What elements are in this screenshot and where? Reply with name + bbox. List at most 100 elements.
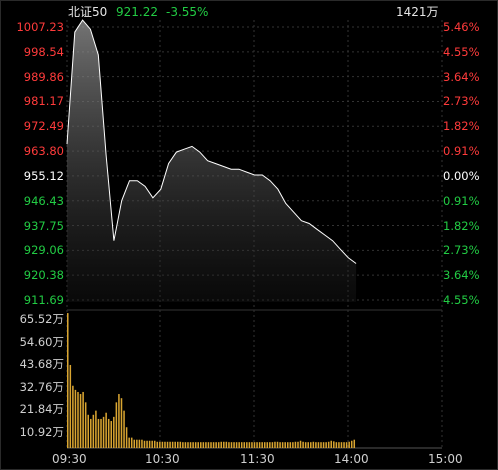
index-name: 北证50 <box>68 5 108 19</box>
volume-bar <box>310 442 312 448</box>
volume-bar <box>284 442 286 448</box>
price-label: 972.49 <box>23 119 64 134</box>
current-price: 921.22 <box>116 5 158 19</box>
percent-label: 2.73% <box>443 94 480 109</box>
volume-bar <box>97 418 100 448</box>
volume-bar <box>77 391 79 448</box>
volume-bar <box>79 394 82 448</box>
volume-bar <box>253 442 256 448</box>
volume-bar <box>235 442 238 448</box>
volume-bars <box>67 313 356 448</box>
volume-bar <box>136 439 138 448</box>
volume-bar <box>90 418 92 448</box>
volume-bar <box>256 442 258 448</box>
volume-bar <box>67 313 69 448</box>
price-label: 946.43 <box>23 193 64 208</box>
volume-bar <box>171 441 174 448</box>
volume-bar <box>187 442 189 448</box>
volume-bar <box>212 442 215 448</box>
volume-bar <box>174 441 176 448</box>
volume-bar <box>130 437 133 448</box>
volume-bar <box>266 442 269 448</box>
volume-bar <box>128 437 130 448</box>
volume-bar <box>350 440 353 448</box>
volume-bar <box>304 442 307 448</box>
volume-bar <box>248 442 251 448</box>
volume-bar <box>238 442 240 448</box>
volume-bar <box>177 441 179 448</box>
time-label: 15:00 <box>428 452 463 466</box>
volume-bar <box>289 442 292 448</box>
volume-bar <box>115 402 118 448</box>
percent-label: 3.64% <box>443 69 480 84</box>
volume-bar <box>166 441 169 448</box>
volume-bar <box>325 442 327 448</box>
volume-bar <box>315 442 317 448</box>
percent-label: 2.73% <box>443 243 480 258</box>
volume-bar <box>143 440 146 448</box>
percent-label: 1.82% <box>443 218 480 233</box>
volume-bar <box>276 441 279 448</box>
percent-label: 1.82% <box>443 119 480 134</box>
volume-bar <box>69 364 72 448</box>
volume-bar <box>343 442 345 448</box>
volume-bar <box>279 442 281 448</box>
price-line <box>66 19 357 264</box>
volume-bar <box>327 441 330 448</box>
price-label: 920.38 <box>23 268 64 283</box>
volume-bar <box>307 442 309 448</box>
volume-bar <box>333 441 335 448</box>
volume-bar <box>194 442 197 448</box>
volume-bar <box>345 442 348 448</box>
volume-bar <box>207 442 210 448</box>
change-percent: -3.55% <box>166 5 209 19</box>
percent-label: 0.91% <box>443 193 480 208</box>
price-label: 937.75 <box>23 218 64 233</box>
volume-bar <box>230 442 233 448</box>
volume-bar <box>95 410 97 448</box>
volume-bar <box>82 391 84 448</box>
percent-label: 4.55% <box>443 293 480 307</box>
volume-bar <box>102 416 105 448</box>
volume-total: 1421万 <box>396 5 439 19</box>
volume-bar <box>138 439 141 448</box>
volume-bar <box>269 442 271 448</box>
volume-bar <box>320 442 322 448</box>
volume-bar <box>148 440 151 448</box>
volume-bar <box>100 418 102 448</box>
price-label: 989.86 <box>23 69 64 84</box>
volume-bar <box>210 442 212 448</box>
volume-label: 43.68万 <box>19 357 64 372</box>
volume-bar <box>215 442 217 448</box>
volume-bar <box>105 412 107 448</box>
volume-bar <box>225 441 228 448</box>
volume-bar <box>151 440 153 448</box>
volume-bar <box>348 441 350 448</box>
volume-bar <box>179 441 182 448</box>
volume-bar <box>92 414 95 448</box>
price-label: 981.17 <box>23 94 64 109</box>
volume-bar <box>164 441 166 448</box>
volume-bar <box>353 439 356 448</box>
volume-bar <box>161 441 164 448</box>
volume-bar <box>184 442 187 448</box>
volume-bar <box>169 441 171 448</box>
volume-bar <box>223 441 225 448</box>
volume-bar <box>243 442 246 448</box>
volume-bar <box>107 418 110 448</box>
time-label: 14:00 <box>334 452 369 466</box>
percent-label: 3.64% <box>443 268 480 283</box>
volume-label: 32.76万 <box>19 379 64 394</box>
volume-bar <box>286 442 289 448</box>
volume-bar <box>72 385 74 448</box>
volume-bar <box>317 442 320 448</box>
percent-label: 0.00% <box>443 168 480 183</box>
volume-bar <box>182 442 184 448</box>
price-label: 929.06 <box>23 243 64 258</box>
volume-bar <box>294 441 297 448</box>
volume-bar <box>87 414 89 448</box>
volume-bar <box>110 421 113 448</box>
volume-bar <box>220 441 223 448</box>
volume-bar <box>120 398 123 448</box>
